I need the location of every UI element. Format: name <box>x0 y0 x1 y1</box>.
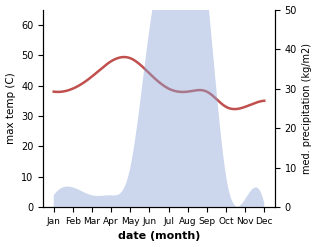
X-axis label: date (month): date (month) <box>118 231 200 242</box>
Y-axis label: max temp (C): max temp (C) <box>5 72 16 144</box>
Y-axis label: med. precipitation (kg/m2): med. precipitation (kg/m2) <box>302 43 313 174</box>
